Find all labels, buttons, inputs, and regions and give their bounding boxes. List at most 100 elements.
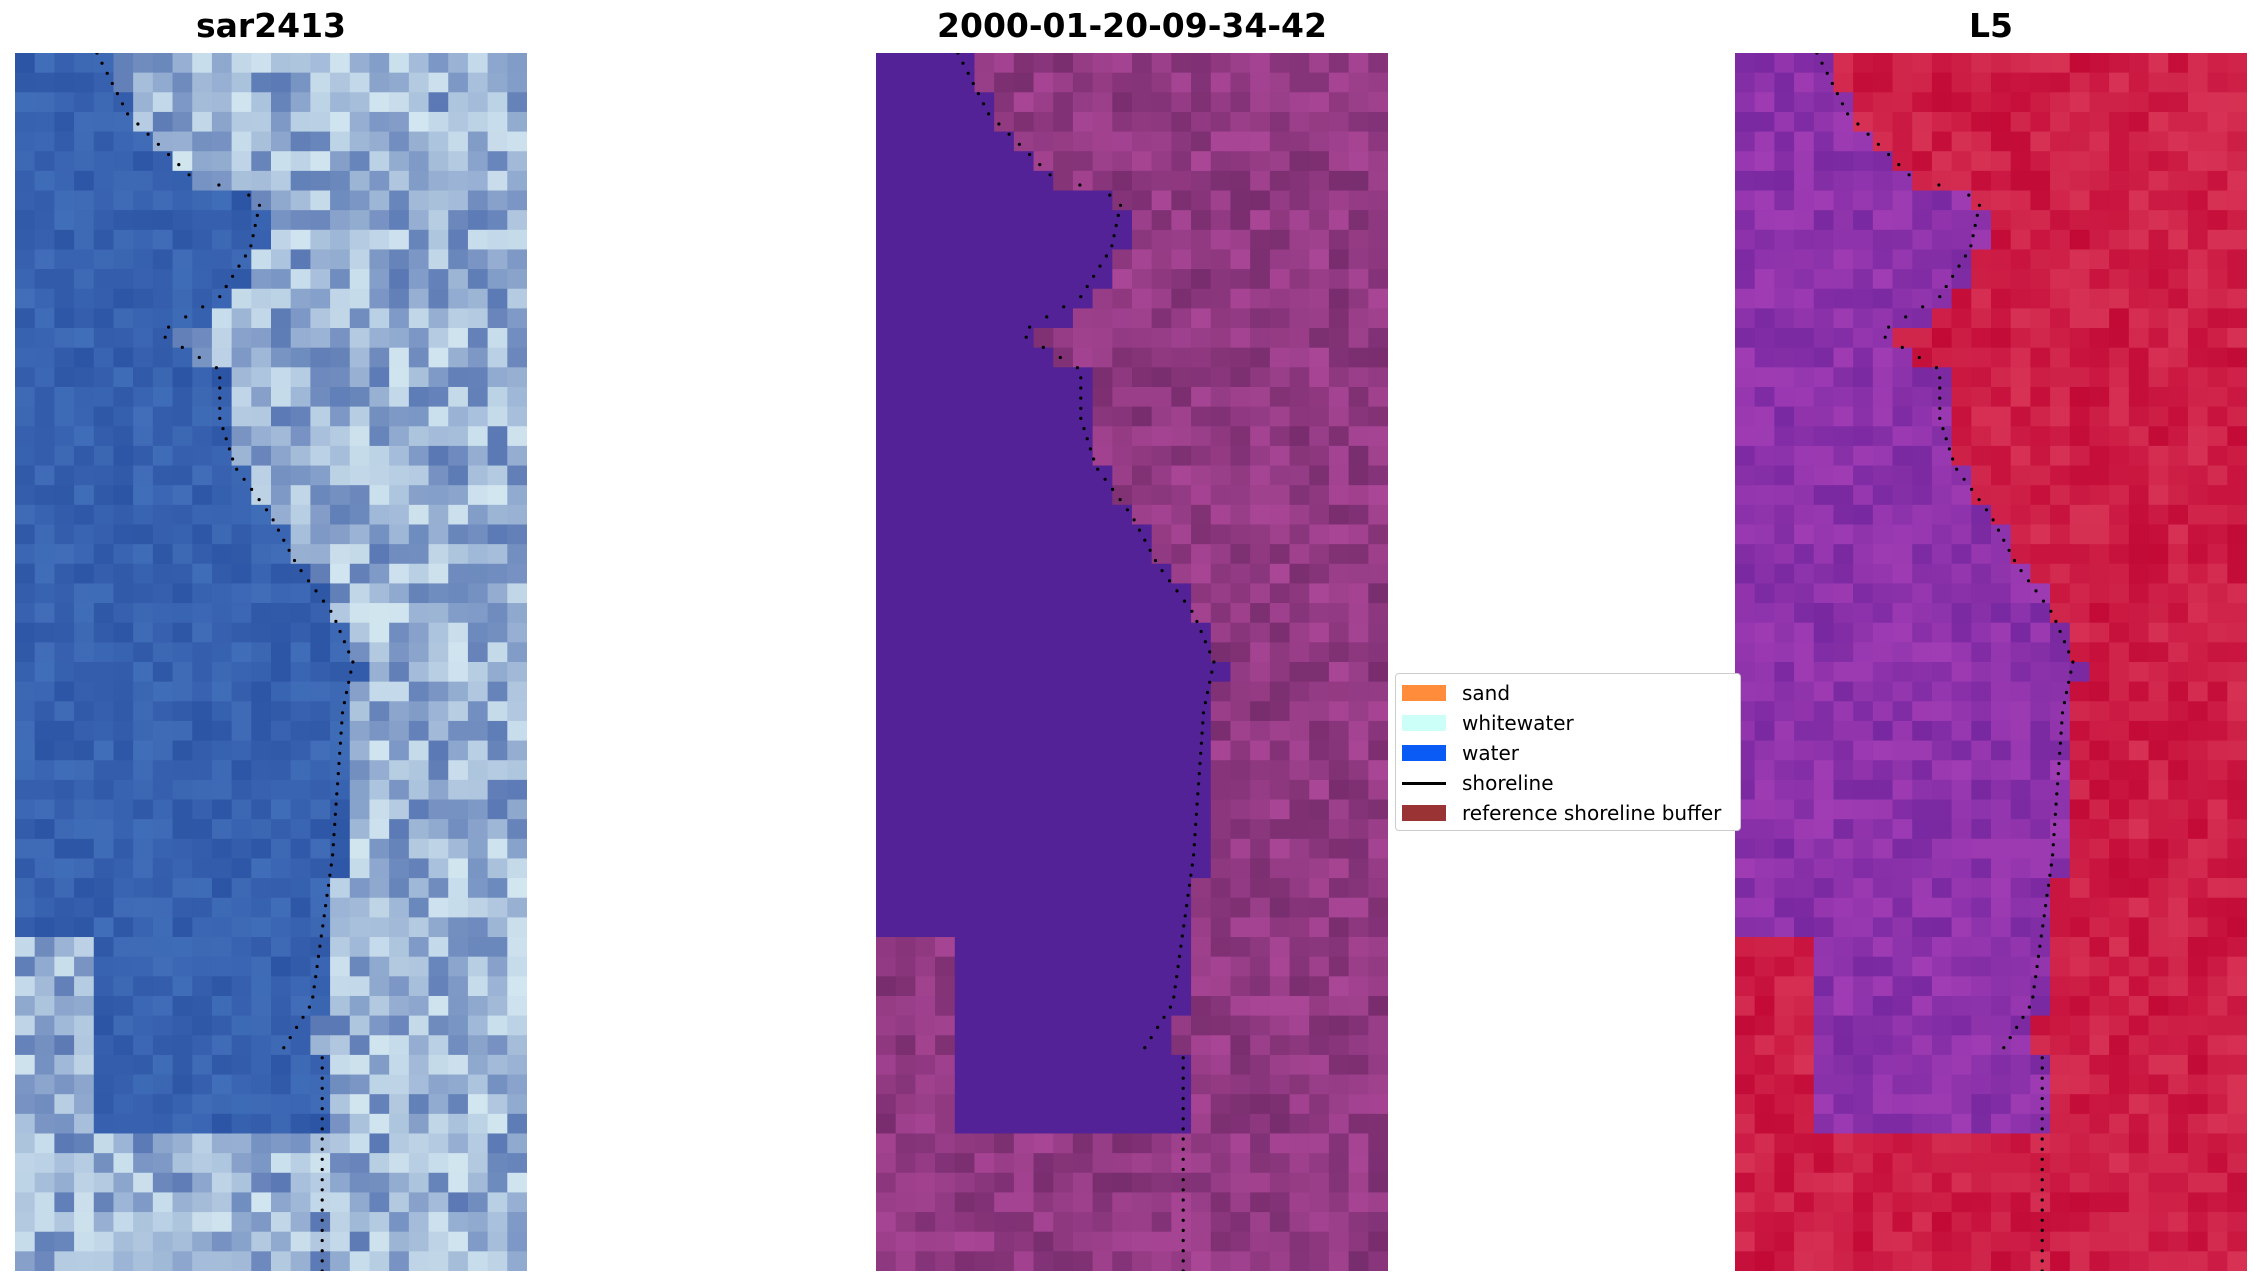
shoreline-dot — [2049, 609, 2053, 613]
shoreline-dot — [1079, 406, 1083, 410]
legend-swatch-water — [1402, 745, 1446, 761]
shoreline-dot — [1938, 416, 1942, 420]
shoreline-dot — [1866, 132, 1870, 136]
shoreline-dot — [336, 782, 340, 786]
shoreline-dot — [242, 477, 246, 481]
shoreline-dot — [1079, 396, 1083, 400]
shoreline-dot — [2048, 873, 2052, 877]
shoreline-dot — [287, 548, 291, 552]
shoreline-dot — [2002, 538, 2006, 542]
shoreline-dot — [1181, 1157, 1185, 1161]
shoreline-dot — [1177, 954, 1182, 959]
shoreline-dot — [1967, 193, 1971, 197]
shoreline-dot — [2040, 1096, 2044, 1101]
shoreline-dot — [1108, 193, 1112, 197]
shoreline-dot — [1192, 853, 1196, 857]
shoreline-dot — [299, 569, 303, 573]
shoreline-dot — [2058, 629, 2062, 634]
shoreline-dot — [1991, 518, 1995, 522]
shoreline-dot — [976, 92, 980, 96]
shoreline-dot — [257, 498, 261, 502]
shoreline-dot — [1921, 305, 1925, 309]
shoreline-dot — [167, 325, 171, 329]
legend-label-shoreline: shoreline — [1462, 771, 1554, 795]
shoreline-dot — [320, 1228, 324, 1232]
shoreline-dot — [1181, 1117, 1185, 1121]
shoreline-dot — [1045, 315, 1049, 319]
shoreline-dot — [1934, 366, 1938, 370]
shoreline-dot — [1082, 427, 1086, 431]
shoreline-dot — [2056, 772, 2060, 776]
shoreline-dot — [227, 447, 231, 451]
shoreline-dot — [1996, 528, 2001, 532]
shoreline-dot — [2071, 660, 2075, 664]
shoreline-dot — [1941, 427, 1945, 431]
shoreline-dot — [1168, 1005, 1172, 1009]
shoreline-dot — [136, 122, 140, 126]
shoreline-dot — [180, 345, 184, 349]
shoreline-dot — [1182, 924, 1186, 928]
shoreline-dot — [1900, 345, 1904, 349]
shoreline-dot — [2051, 853, 2055, 857]
shoreline-dot — [2034, 975, 2038, 979]
shoreline-dot — [320, 1117, 324, 1121]
shoreline-dot — [1197, 782, 1201, 786]
shoreline-dot — [1181, 1259, 1185, 1263]
shoreline-dot — [1183, 914, 1187, 918]
shoreline-dot — [214, 366, 218, 370]
shoreline-dot — [1876, 142, 1880, 146]
shoreline-dot — [961, 61, 965, 65]
legend-item-shoreline: shoreline — [1402, 771, 1554, 795]
shoreline-dot — [1201, 721, 1205, 725]
shoreline-dot — [1938, 396, 1942, 400]
shoreline-dot — [2067, 650, 2071, 654]
shoreline-dot — [1944, 437, 1948, 441]
shoreline-dot — [339, 731, 343, 735]
shoreline-dot — [2057, 761, 2061, 766]
shoreline-dot — [1971, 234, 1975, 238]
shoreline-dot — [333, 822, 337, 827]
shoreline-dot — [201, 305, 205, 309]
shoreline-dot — [231, 274, 235, 278]
shoreline-dot — [2041, 599, 2046, 603]
shoreline-dot — [320, 1269, 324, 1271]
shoreline-dot — [1937, 183, 1941, 187]
shoreline-dot — [956, 53, 960, 55]
shoreline-dot — [1185, 904, 1189, 908]
shoreline-dot — [1938, 376, 1942, 380]
shoreline-dot — [1149, 1036, 1153, 1040]
shoreline-dot — [1212, 660, 1216, 664]
shoreline-dot — [320, 1198, 324, 1202]
shoreline-dot — [1203, 640, 1207, 644]
shoreline-dot — [320, 1086, 324, 1090]
shoreline-dot — [328, 873, 332, 877]
shoreline-dot — [1137, 528, 1142, 532]
shoreline-dot — [1041, 345, 1045, 349]
shoreline-dot — [335, 792, 339, 796]
shoreline-dot — [1904, 315, 1908, 319]
shoreline-dot — [1125, 508, 1130, 512]
shoreline-dot — [347, 680, 351, 684]
shoreline-dot — [115, 92, 119, 96]
shoreline-dot — [1176, 964, 1180, 969]
shoreline-dot — [2044, 904, 2048, 908]
shoreline-dot — [231, 457, 235, 461]
shoreline-dot — [1938, 406, 1942, 410]
shoreline-dot — [2039, 934, 2043, 938]
shoreline-dot — [1156, 1025, 1160, 1029]
shoreline-dot — [1955, 467, 1959, 471]
shoreline-dot — [1198, 761, 1202, 766]
shoreline-dot — [276, 528, 281, 532]
shoreline-dot — [1951, 274, 1955, 278]
shoreline-dot — [2035, 964, 2039, 969]
panel-title-rgb: sar2413 — [195, 6, 347, 45]
shoreline-dot — [218, 416, 222, 420]
shoreline-dot — [2012, 558, 2017, 563]
shoreline-dot — [1887, 325, 1891, 329]
shoreline-dot — [2052, 833, 2056, 837]
shoreline-dot — [1181, 1218, 1185, 1222]
classification-image-panel — [876, 53, 1388, 1271]
index-image-panel — [1735, 53, 2247, 1271]
shoreline-dot — [1167, 579, 1172, 583]
shoreline-dot — [1181, 1107, 1185, 1111]
